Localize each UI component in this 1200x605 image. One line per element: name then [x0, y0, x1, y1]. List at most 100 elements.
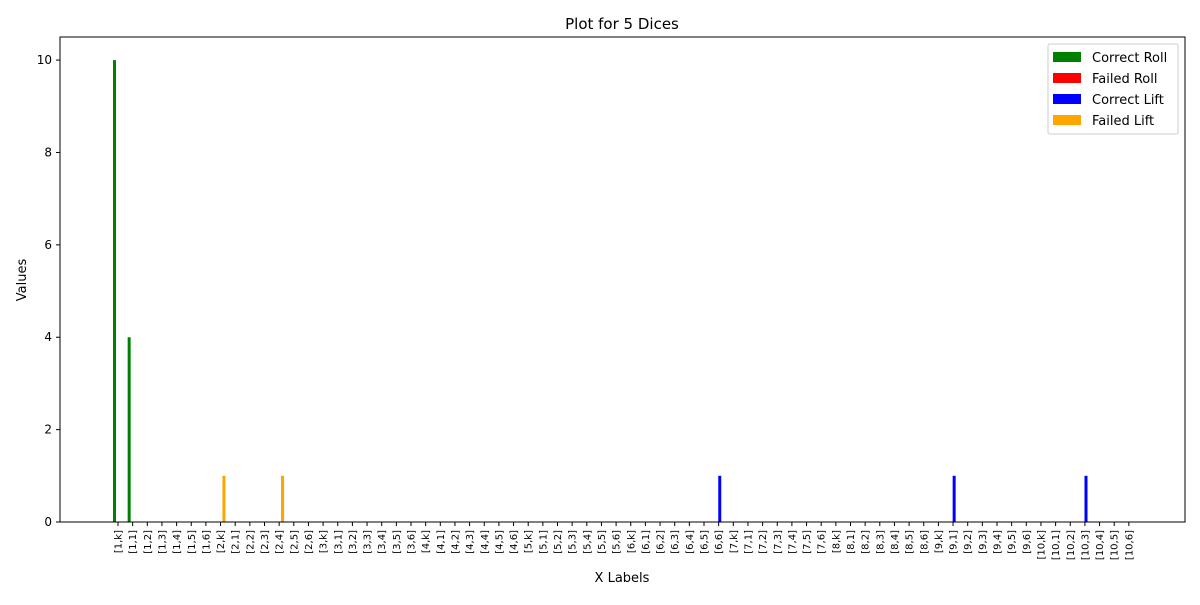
x-tick-label-26: [4,5]: [494, 530, 505, 554]
x-tick-label-59: [9,3]: [978, 530, 989, 554]
x-tick-label-5: [1,5]: [187, 530, 198, 554]
x-tick-label-13: [2,6]: [304, 530, 315, 554]
x-tick-label-9: [2,2]: [245, 530, 256, 554]
x-tick-label-61: [9,5]: [1007, 530, 1018, 554]
x-tick-label-47: [7,5]: [802, 530, 813, 554]
bar-correct-lift-66: [1084, 475, 1088, 522]
x-tick-label-30: [5,2]: [553, 530, 564, 554]
x-tick-label-66: [10,3]: [1080, 530, 1091, 560]
x-tick-label-40: [6,5]: [700, 530, 711, 554]
x-tick-label-33: [5,5]: [597, 530, 608, 554]
x-tick-label-19: [3,5]: [392, 530, 403, 554]
y-tick-label-0: 0: [44, 515, 52, 529]
x-tick-label-10: [2,3]: [260, 530, 271, 554]
bar-failed-lift-11: [281, 475, 285, 522]
x-tick-label-21: [4,k]: [421, 530, 432, 553]
legend-swatch-0: [1053, 52, 1081, 62]
legend: Correct Roll Failed Roll Correct Lift Faile…: [1047, 43, 1179, 135]
x-tick-label-37: [6,2]: [656, 530, 667, 554]
x-tick-label-25: [4,4]: [480, 530, 491, 554]
x-tick-label-48: [7,6]: [817, 530, 828, 554]
x-tick-label-1: [1,1]: [128, 530, 139, 554]
y-axis: 0 2 4 6 8 10: [37, 53, 60, 529]
y-tick-label-2: 2: [44, 423, 52, 437]
x-tick-label-16: [3,2]: [348, 530, 359, 554]
x-tick-label-63: [10,k]: [1036, 530, 1047, 560]
x-tick-label-53: [8,4]: [890, 530, 901, 554]
x-tick-label-55: [8,6]: [919, 530, 930, 554]
x-tick-label-39: [6,4]: [685, 530, 696, 554]
legend-swatch-2: [1053, 94, 1081, 104]
y-tick-label-10: 10: [37, 53, 52, 67]
legend-label-2: Correct Lift: [1092, 93, 1164, 108]
bar-correct-lift-41: [718, 475, 722, 522]
x-tick-label-6: [1,6]: [201, 530, 212, 554]
y-tick-label-4: 4: [44, 330, 52, 344]
x-tick-label-7: [2,k]: [216, 530, 227, 553]
bars-layer: [113, 60, 1088, 522]
x-axis-title: X Labels: [595, 571, 650, 586]
y-axis-title: Values: [15, 259, 30, 302]
x-tick-label-52: [8,3]: [875, 530, 886, 554]
x-tick-label-64: [10,1]: [1051, 530, 1062, 560]
x-tick-label-69: [10,6]: [1124, 530, 1135, 560]
legend-label-0: Correct Roll: [1092, 51, 1167, 66]
bar-failed-lift-7: [222, 475, 226, 522]
x-tick-label-54: [8,5]: [905, 530, 916, 554]
legend-box: [1047, 43, 1179, 135]
x-tick-label-20: [3,6]: [407, 530, 418, 554]
x-tick-label-0: [1,k]: [114, 530, 125, 553]
x-tick-label-15: [3,1]: [333, 530, 344, 554]
x-tick-label-38: [6,3]: [670, 530, 681, 554]
x-tick-label-24: [4,3]: [465, 530, 476, 554]
bar-correct-roll-1: [127, 337, 131, 522]
x-tick-label-68: [10,5]: [1110, 530, 1121, 560]
x-tick-label-32: [5,4]: [582, 530, 593, 554]
x-tick-label-46: [7,4]: [787, 530, 798, 554]
x-tick-label-65: [10,2]: [1066, 530, 1077, 560]
x-tick-label-44: [7,2]: [758, 530, 769, 554]
plot-frame: [59, 36, 1186, 523]
y-tick-label-8: 8: [44, 145, 52, 159]
x-tick-label-14: [3,k]: [319, 530, 330, 553]
legend-label-1: Failed Roll: [1092, 72, 1157, 87]
legend-label-3: Failed Lift: [1092, 114, 1154, 129]
chart-title: Plot for 5 Dices: [565, 15, 679, 33]
x-tick-label-17: [3,3]: [363, 530, 374, 554]
x-tick-label-11: [2,4]: [275, 530, 286, 554]
x-axis: [1,k] [1,1] [1,2] [1,3] [1,4] [1,5] [1,6] [2,k]…: [114, 522, 1135, 560]
x-tick-label-60: [9,4]: [993, 530, 1004, 554]
x-tick-label-28: [5,k]: [524, 530, 535, 553]
x-tick-label-41: [6,6]: [714, 530, 725, 554]
bar-correct-roll-0: [113, 60, 116, 522]
x-tick-label-51: [8,2]: [861, 530, 872, 554]
x-tick-label-4: [1,4]: [172, 530, 183, 554]
x-tick-label-8: [2,1]: [231, 530, 242, 554]
x-tick-label-34: [5,6]: [612, 530, 623, 554]
x-tick-label-27: [4,6]: [509, 530, 520, 554]
x-tick-label-58: [9,2]: [963, 530, 974, 554]
x-tick-label-2: [1,2]: [143, 530, 154, 554]
x-tick-label-3: [1,3]: [157, 530, 168, 554]
x-tick-label-62: [9,6]: [1022, 530, 1033, 554]
x-tick-label-56: [9,k]: [934, 530, 945, 553]
x-tick-label-43: [7,1]: [743, 530, 754, 554]
x-tick-label-36: [6,1]: [641, 530, 652, 554]
x-tick-label-35: [6,k]: [626, 530, 637, 553]
x-tick-label-45: [7,3]: [773, 530, 784, 554]
legend-swatch-1: [1053, 73, 1081, 83]
x-tick-label-12: [2,5]: [289, 530, 300, 554]
x-tick-label-50: [8,1]: [846, 530, 857, 554]
x-tick-label-49: [8,k]: [831, 530, 842, 553]
x-tick-label-22: [4,1]: [436, 530, 447, 554]
x-tick-label-18: [3,4]: [377, 530, 388, 554]
x-tick-label-23: [4,2]: [450, 530, 461, 554]
x-tick-label-42: [7,k]: [729, 530, 740, 553]
x-tick-label-67: [10,4]: [1095, 530, 1106, 560]
x-tick-label-29: [5,1]: [538, 530, 549, 554]
bar-correct-lift-57: [952, 475, 956, 522]
x-tick-label-31: [5,3]: [568, 530, 579, 554]
y-tick-label-6: 6: [44, 238, 52, 252]
